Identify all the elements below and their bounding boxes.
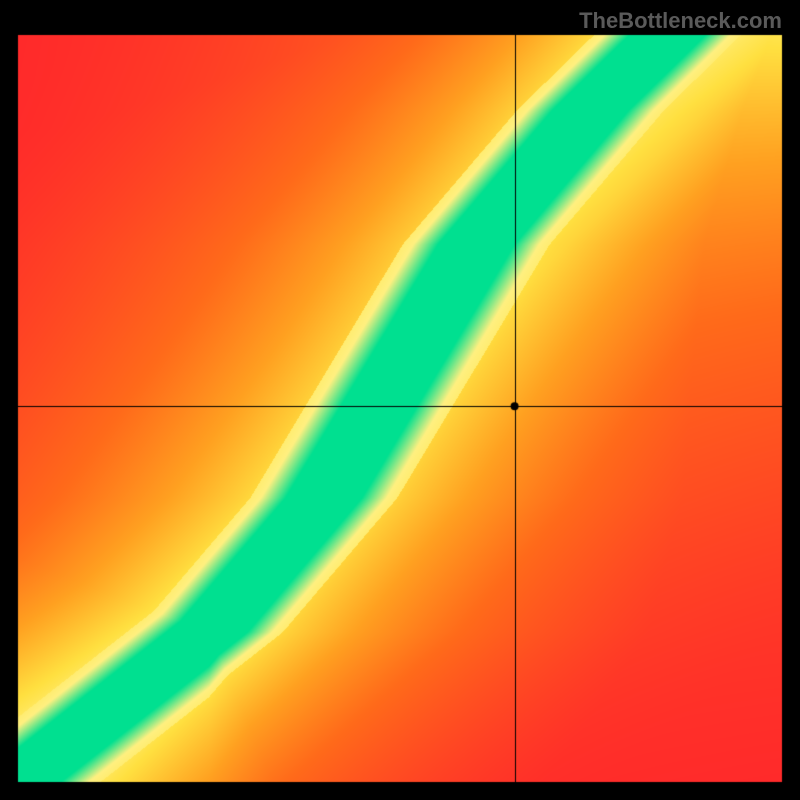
chart-container: TheBottleneck.com <box>0 0 800 800</box>
bottleneck-heatmap <box>0 0 800 800</box>
watermark-text: TheBottleneck.com <box>579 8 782 34</box>
